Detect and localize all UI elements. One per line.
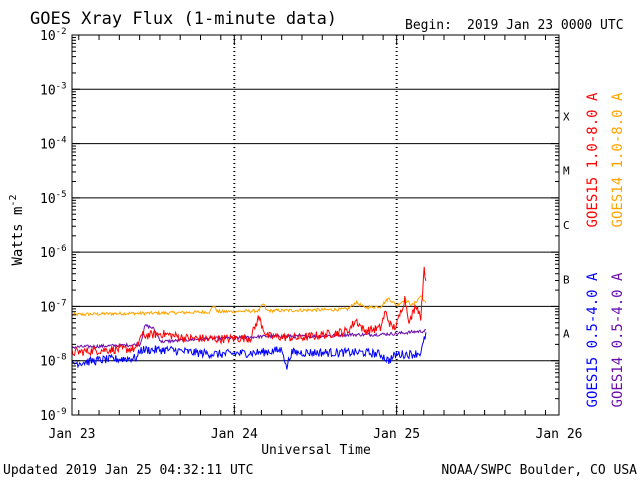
y-tick-label: 10-7 xyxy=(40,298,67,315)
y-tick-label: 10-3 xyxy=(40,81,67,98)
credit-text: NOAA/SWPC Boulder, CO USA xyxy=(441,463,637,478)
legend-entry: GOES14 1.0-8.0 A xyxy=(610,92,626,227)
legend-entry: GOES14 0.5-4.0 A xyxy=(610,272,626,407)
flare-class-label: B xyxy=(563,273,570,286)
y-tick-label: 10-5 xyxy=(40,190,67,207)
begin-label: Begin: xyxy=(405,18,452,33)
chart-title: GOES Xray Flux (1-minute data) xyxy=(30,9,337,29)
series-layer xyxy=(71,266,427,370)
series-line xyxy=(71,295,427,317)
flare-class-label: A xyxy=(563,328,570,341)
y-tick-label: 10-9 xyxy=(40,407,67,424)
legend-entry: GOES15 0.5-4.0 A xyxy=(585,272,601,407)
legend: GOES15 1.0-8.0 A GOES14 1.0-8.0 A GOES15 0… xyxy=(585,92,626,407)
x-tick-label: Jan 24 xyxy=(211,427,258,442)
series-line xyxy=(71,266,427,357)
y-tick-label: 10-4 xyxy=(40,136,67,153)
x-tick-label: Jan 23 xyxy=(49,427,96,442)
series-line xyxy=(71,323,427,350)
legend-entry: GOES15 1.0-8.0 A xyxy=(585,92,601,227)
y-tick-label: 10-6 xyxy=(40,244,67,261)
flare-class-label: C xyxy=(563,219,570,232)
y-tick-label: 10-2 xyxy=(40,27,67,44)
y-axis: 10-2 10-3 10-4 10-5 10-6 10-7 10-8 10-9 xyxy=(40,27,559,424)
x-tick-label: Jan 25 xyxy=(373,427,420,442)
begin-value: 2019 Jan 23 0000 UTC xyxy=(467,18,624,33)
x-axis-label: Universal Time xyxy=(261,443,371,458)
grid-lines xyxy=(72,35,559,415)
x-tick-label: Jan 26 xyxy=(536,427,583,442)
flare-class-label: M xyxy=(563,165,570,178)
x-axis: Jan 23 Jan 24 Jan 25 Jan 26 xyxy=(49,35,583,442)
y-axis-label: Watts m-2 xyxy=(8,194,26,265)
flare-class-label: X xyxy=(563,110,570,123)
plot-frame xyxy=(71,34,560,416)
y-tick-label: 10-8 xyxy=(40,353,67,370)
flare-class-labels: X M C B A xyxy=(563,110,570,340)
updated-timestamp: Updated 2019 Jan 25 04:32:11 UTC xyxy=(3,463,253,478)
series-line xyxy=(71,332,427,370)
